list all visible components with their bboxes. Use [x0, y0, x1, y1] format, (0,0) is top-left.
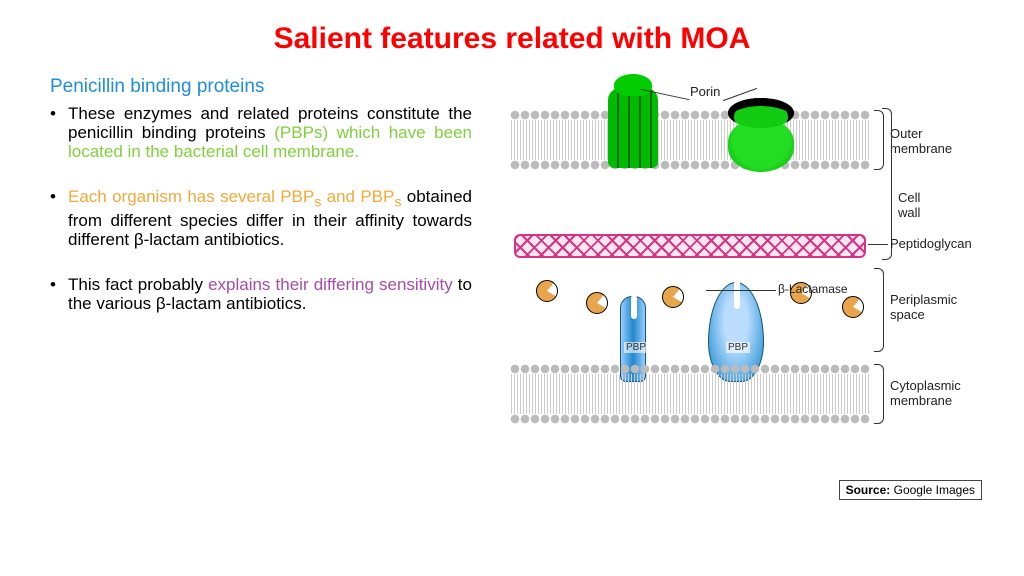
label-porin: Porin — [690, 84, 720, 99]
bullet-3: This fact probably explains their differ… — [50, 275, 472, 313]
peptidoglycan-layer — [514, 234, 866, 258]
lipid-layer — [510, 140, 870, 170]
beta-lactamase-icon — [586, 292, 608, 314]
cytoplasmic-membrane — [510, 364, 870, 424]
lipid-layer — [510, 364, 870, 394]
b2c: PBP — [360, 187, 394, 206]
bullet-2: Each organism has several PBPs and PBPs … — [50, 187, 472, 249]
label-outer-membrane: Outer membrane — [890, 126, 952, 156]
brace-icon — [874, 268, 884, 352]
lipid-layer — [510, 110, 870, 140]
source-value: Google Images — [890, 483, 975, 497]
leader-line — [706, 290, 776, 291]
porin-channel-icon — [608, 88, 658, 168]
beta-lactamase-icon — [662, 286, 684, 308]
title-text: Salient features related with MOA — [274, 22, 751, 55]
b2-and: and — [321, 187, 360, 206]
outer-membrane — [510, 110, 870, 170]
b2a: Each organism has several PBP — [68, 187, 314, 206]
porin-disc-icon — [728, 118, 794, 172]
bullet-list: These enzymes and related proteins const… — [50, 104, 472, 313]
page-title: Salient features related with MOA — [0, 0, 1024, 56]
lipid-layer — [510, 394, 870, 424]
label-pbp: PBP — [726, 342, 750, 353]
label-peptidoglycan: Peptidoglycan — [890, 236, 972, 251]
source-box: Source: Google Images — [839, 480, 982, 500]
b3-part2: explains their differing sensitivity — [208, 275, 453, 294]
beta-lactamase-icon — [536, 280, 558, 302]
text-column: Penicillin binding proteins These enzyme… — [50, 76, 490, 506]
beta-lactamase-icon — [842, 296, 864, 318]
brace-icon — [874, 364, 884, 424]
leader-line — [868, 244, 888, 245]
label-cytoplasmic-membrane: Cytoplasmic membrane — [890, 378, 961, 408]
membrane-diagram: Porin PBP PBP Outer membrane — [490, 86, 990, 506]
diagram-column: Porin PBP PBP Outer membrane — [490, 76, 994, 506]
b3-part1: This fact probably — [68, 275, 208, 294]
source-label: Source: — [846, 483, 891, 497]
content-row: Penicillin binding proteins These enzyme… — [0, 56, 1024, 506]
b2-part1: Each organism has several PBPs — [68, 187, 321, 206]
label-periplasmic-space: Periplasmic space — [890, 292, 957, 322]
bullet-1: These enzymes and related proteins const… — [50, 104, 472, 161]
b2-part2: PBPs — [360, 187, 401, 206]
label-cell-wall: Cell wall — [898, 190, 920, 220]
subtitle: Penicillin binding proteins — [50, 76, 472, 98]
label-pbp: PBP — [624, 342, 648, 353]
label-beta-lactamase: β-Lactamase — [778, 282, 848, 296]
